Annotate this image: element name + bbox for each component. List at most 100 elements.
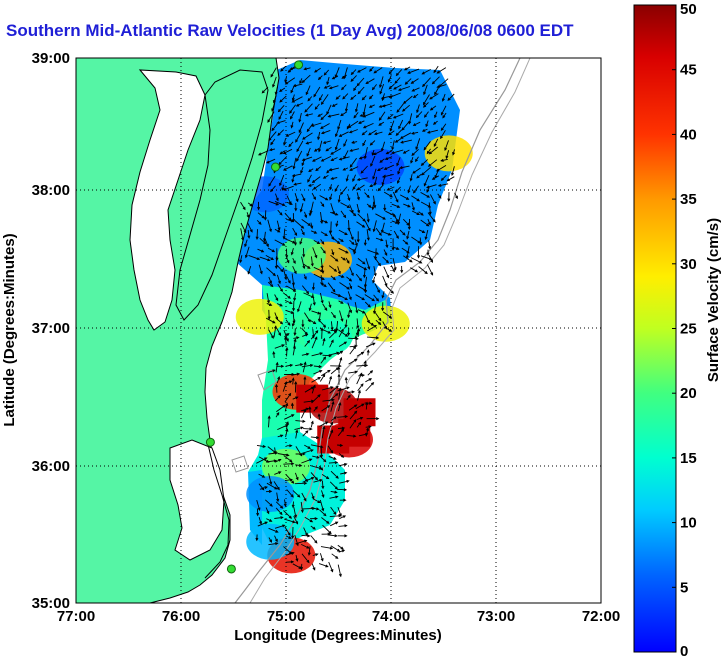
vector-arrow-head <box>358 421 362 425</box>
vector-arrow <box>355 273 362 281</box>
vector-arrow-head <box>429 107 434 111</box>
vector-arrow <box>412 87 420 92</box>
vector-arrow <box>302 477 314 483</box>
vector-arrow-head <box>333 511 337 515</box>
vector-arrow-head <box>335 385 339 389</box>
vector-arrow-head <box>273 459 278 463</box>
vector-arrow-head <box>434 114 437 119</box>
vector-arrow-head <box>311 158 316 162</box>
vector-arrow <box>382 275 388 286</box>
vector-arrow-head <box>405 241 409 245</box>
vector-arrow-head <box>367 266 371 270</box>
delmarva-peninsula <box>175 69 269 321</box>
vector-arrow-head <box>353 345 357 350</box>
vector-arrow-head <box>260 249 265 253</box>
vector-arrow <box>382 173 394 178</box>
vector-arrow-head <box>335 258 339 262</box>
vector-arrow <box>301 74 311 83</box>
vector-arrow-head <box>355 310 359 314</box>
vector-arrow-head <box>282 524 286 528</box>
vector-arrow <box>301 534 310 537</box>
vector-arrow <box>372 84 377 90</box>
vector-arrow-head <box>384 283 388 287</box>
vector-arrow-head <box>346 286 350 290</box>
vector-arrow-head <box>432 121 437 125</box>
vector-arrow <box>283 165 293 171</box>
vector-arrow-head <box>322 425 326 430</box>
vector-arrow <box>393 113 404 119</box>
vector-arrow <box>258 150 269 156</box>
vector-arrow-head <box>434 91 438 96</box>
vector-arrow-head <box>334 133 338 138</box>
vector-arrow-head <box>368 204 372 208</box>
vector-arrow <box>356 364 368 367</box>
vector-arrow-head <box>411 131 415 135</box>
vector-arrow-head <box>400 269 404 274</box>
vector-arrow-head <box>446 178 450 182</box>
vector-arrow-head <box>322 140 327 144</box>
vector-arrow-head <box>314 477 319 481</box>
vector-arrow-head <box>302 198 306 202</box>
vector-arrow <box>265 507 270 514</box>
vector-arrow <box>347 310 350 318</box>
vector-arrow-head <box>372 176 376 180</box>
vector-arrow-head <box>323 85 328 89</box>
vector-arrow-head <box>275 542 279 546</box>
radar-stations <box>205 60 304 574</box>
vector-arrow <box>357 383 364 392</box>
vector-arrow-head <box>361 97 365 101</box>
vector-arrow <box>330 311 336 318</box>
vector-arrow <box>305 85 311 95</box>
vector-arrow-head <box>283 142 287 146</box>
vector-arrow-head <box>349 310 353 314</box>
vector-arrow-head <box>402 232 406 236</box>
vector-arrow-head <box>402 150 407 154</box>
vector-arrow <box>346 434 356 437</box>
vector-arrow-head <box>294 207 298 212</box>
colorbar-tick-label: 40 <box>680 126 697 143</box>
vector-arrow-head <box>312 186 317 190</box>
vector-arrow-head <box>381 307 385 312</box>
vector-arrow <box>432 76 440 85</box>
velocity-cell <box>361 305 410 342</box>
colorbar-tick-label: 45 <box>680 62 697 79</box>
vector-arrow-head <box>320 467 324 471</box>
velocity-cell <box>304 319 352 356</box>
vector-arrow-head <box>341 426 346 430</box>
vector-arrow-head <box>271 249 276 253</box>
vector-arrow <box>274 312 278 320</box>
vector-arrow <box>395 129 403 136</box>
vector-arrow-head <box>342 257 347 261</box>
vector-arrow-head <box>258 221 262 225</box>
vector-arrow-head <box>323 513 327 517</box>
vector-arrow-head <box>365 401 369 406</box>
vector-arrow-head <box>370 322 375 326</box>
vector-arrow-head <box>287 322 291 326</box>
vector-arrow-head <box>381 182 385 186</box>
vector-arrow <box>338 329 348 337</box>
vector-arrow-head <box>335 96 339 100</box>
vector-arrow <box>335 138 340 150</box>
vector-arrow-head <box>343 214 347 219</box>
vector-arrow <box>440 130 446 139</box>
vector-arrow <box>373 303 377 314</box>
vector-arrow <box>322 399 334 402</box>
vector-arrow <box>383 191 393 198</box>
vector-arrow <box>377 167 384 171</box>
vector-arrow-head <box>275 297 279 302</box>
vector-arrow-head <box>335 521 339 525</box>
vector-arrow <box>310 436 319 439</box>
vector-arrow-head <box>383 207 387 212</box>
vector-arrow-head <box>396 180 400 184</box>
vector-arrow-head <box>291 323 295 327</box>
vector-arrow-head <box>257 206 261 211</box>
vector-arrow <box>310 421 314 428</box>
vector-arrow-head <box>295 396 299 400</box>
vector-arrow-head <box>318 365 323 369</box>
vector-arrow-head <box>277 132 281 137</box>
vector-arrow <box>411 148 419 156</box>
vector-arrow-head <box>354 358 358 362</box>
vector-arrow-head <box>344 524 348 528</box>
vector-arrow <box>257 248 264 253</box>
vector-arrow-head <box>257 152 262 156</box>
